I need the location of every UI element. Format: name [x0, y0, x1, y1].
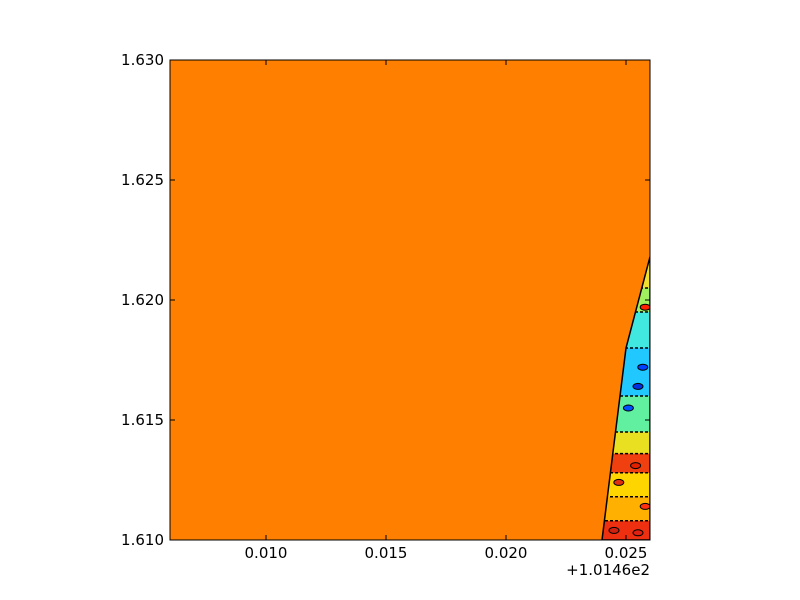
data-spot-7	[608, 526, 620, 534]
x-tick-label: 0.010	[245, 544, 288, 562]
data-spot-8	[632, 529, 644, 537]
data-spot-0	[639, 303, 650, 311]
plot-background-fill	[170, 60, 650, 540]
y-tick-label: 1.625	[121, 171, 164, 189]
data-spot-6	[639, 502, 650, 510]
x-tick-label: 0.025	[605, 544, 648, 562]
x-offset-label: +1.0146e2	[566, 561, 650, 579]
plot-area	[170, 60, 650, 540]
y-tick-label: 1.615	[121, 411, 164, 429]
y-tick-label: 1.620	[121, 291, 164, 309]
data-spot-3	[622, 404, 634, 412]
x-tick-label: 0.015	[365, 544, 408, 562]
data-spot-5	[613, 478, 625, 486]
data-spot-2	[632, 382, 644, 390]
data-spot-1	[637, 363, 649, 371]
y-axis: 1.610 1.615 1.620 1.625 1.630	[121, 51, 650, 549]
x-tick-label: 0.020	[485, 544, 528, 562]
x-axis: 0.010 0.015 0.020 0.025	[245, 60, 648, 562]
data-region-outline	[601, 256, 650, 540]
data-spot-4	[630, 462, 642, 470]
y-tick-label: 1.630	[121, 51, 164, 69]
y-tick-label: 1.610	[121, 531, 164, 549]
